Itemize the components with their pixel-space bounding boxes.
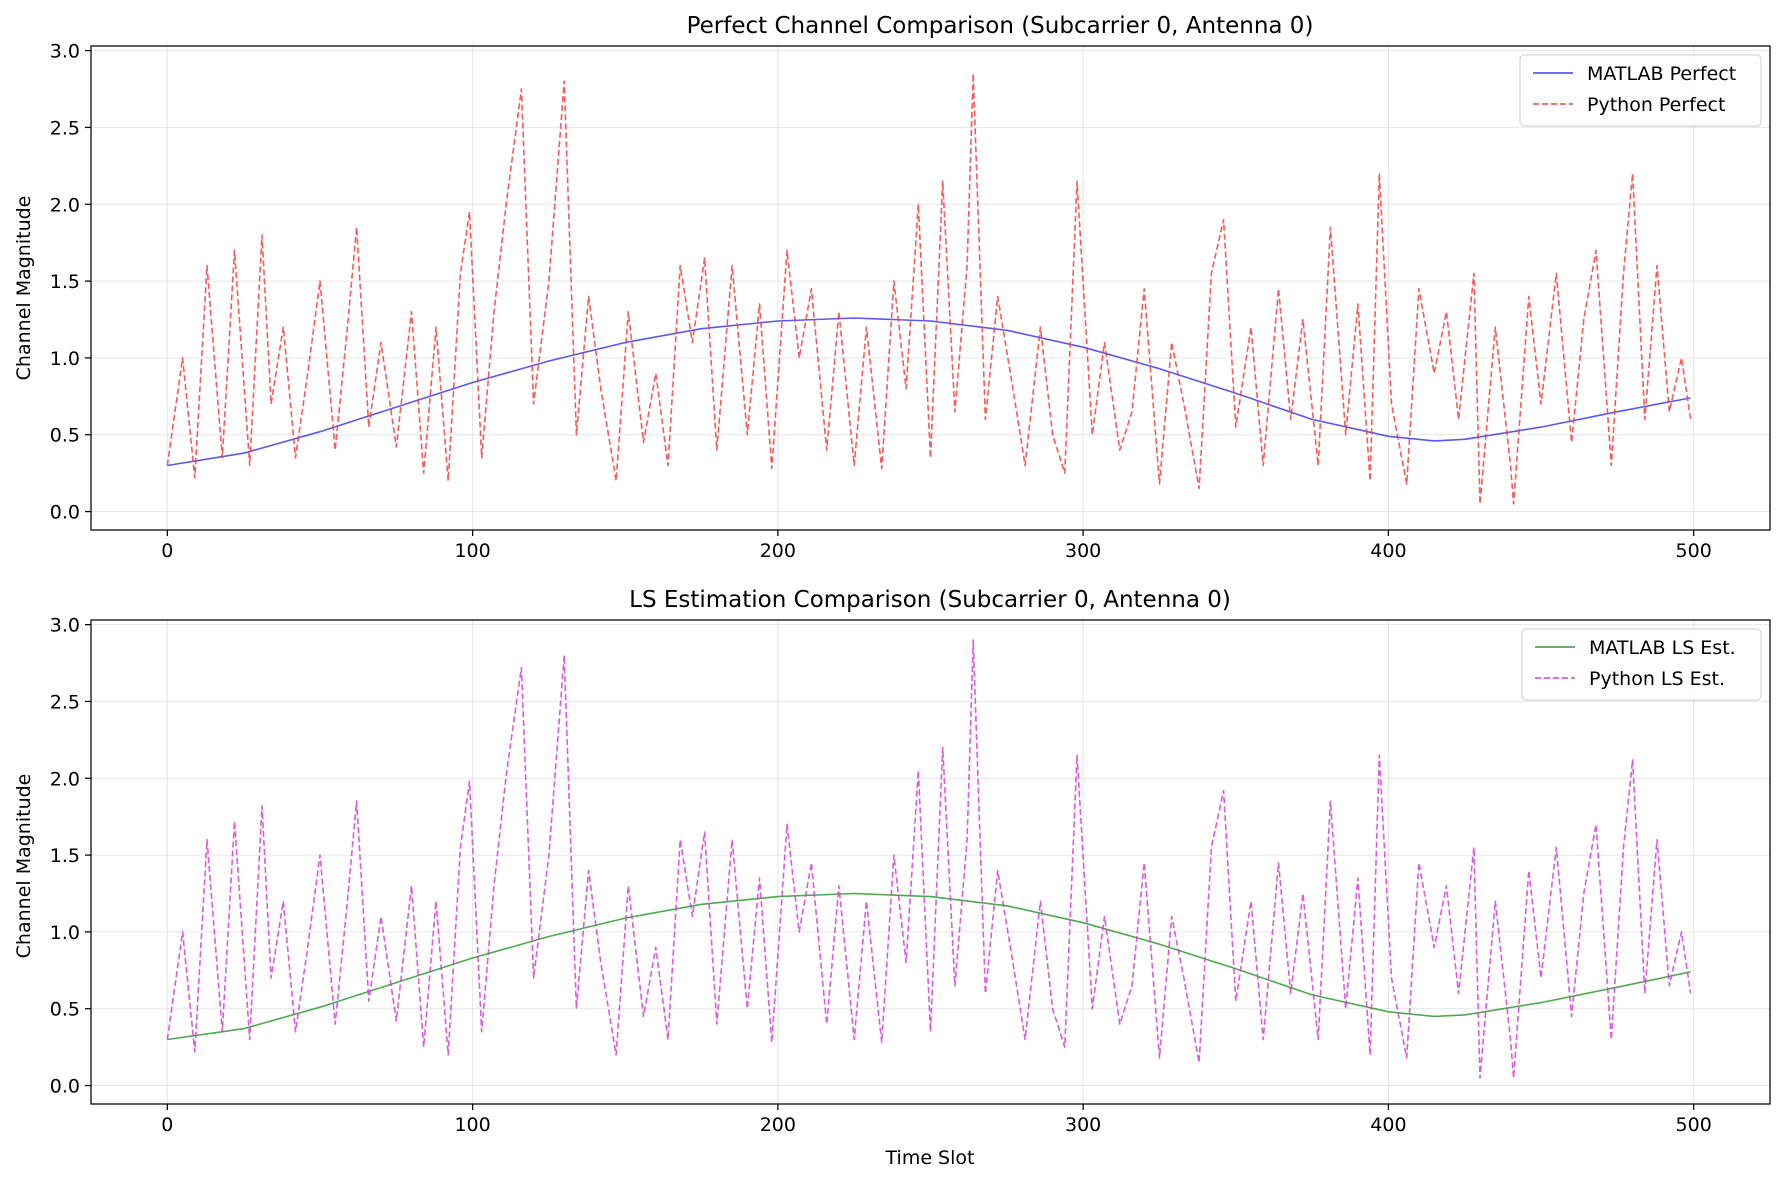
y-tick-label: 0.0 bbox=[50, 1076, 80, 1098]
series-line-matlab-perfect bbox=[167, 317, 1691, 467]
y-tick-label: 3.0 bbox=[50, 41, 80, 63]
x-tick-label: 400 bbox=[1370, 1114, 1406, 1136]
subplot-perfect-channel: Perfect Channel Comparison (Subcarrier 0… bbox=[13, 13, 1771, 562]
x-tick-label: 500 bbox=[1676, 1114, 1712, 1136]
y-tick-label: 1.0 bbox=[50, 348, 80, 370]
x-tick-label: 200 bbox=[760, 1114, 796, 1136]
y-tick-label: 2.5 bbox=[50, 117, 80, 139]
y-tick-label: 0.5 bbox=[50, 999, 80, 1021]
axes-frame bbox=[90, 619, 1771, 1105]
x-tick-label: 0 bbox=[161, 1114, 173, 1136]
legend-label-matlab-ls: MATLAB LS Est. bbox=[1589, 637, 1736, 659]
x-tick-label: 200 bbox=[760, 540, 796, 562]
y-tick-label: 3.0 bbox=[50, 615, 80, 637]
y-tick-label: 2.0 bbox=[50, 768, 80, 790]
series-line-python-ls-est bbox=[166, 639, 1692, 1079]
x-axis-label: Time Slot bbox=[885, 1147, 975, 1169]
x-tick-label: 500 bbox=[1676, 540, 1712, 562]
axes-frame bbox=[90, 45, 1771, 531]
chart-title: LS Estimation Comparison (Subcarrier 0, … bbox=[629, 587, 1231, 613]
x-tick-label: 300 bbox=[1065, 1114, 1101, 1136]
series-line-python-perfect bbox=[166, 72, 1692, 505]
y-axis-label: Channel Magnitude bbox=[13, 774, 35, 959]
y-tick-label: 0.0 bbox=[50, 502, 80, 524]
series-line-matlab-ls-est bbox=[167, 892, 1691, 1041]
legend: MATLAB LS Est. Python LS Est. bbox=[1521, 628, 1762, 701]
legend-label-matlab-perfect: MATLAB Perfect bbox=[1587, 63, 1736, 85]
plot-area bbox=[91, 620, 1770, 1104]
y-axis-label: Channel Magnitude bbox=[13, 196, 35, 381]
y-tick-label: 2.0 bbox=[50, 194, 80, 216]
x-tick-label: 0 bbox=[161, 540, 173, 562]
y-tick-label: 2.5 bbox=[50, 691, 80, 713]
legend: MATLAB Perfect Python Perfect bbox=[1519, 54, 1762, 127]
plot-area bbox=[91, 46, 1770, 530]
legend-label-python-perfect: Python Perfect bbox=[1587, 94, 1725, 116]
chart-title: Perfect Channel Comparison (Subcarrier 0… bbox=[687, 13, 1314, 39]
legend-label-python-ls: Python LS Est. bbox=[1589, 668, 1725, 690]
legend-box bbox=[1521, 628, 1762, 701]
x-tick-label: 100 bbox=[454, 1114, 490, 1136]
y-tick-label: 1.5 bbox=[50, 845, 80, 867]
subplot-ls-estimation: LS Estimation Comparison (Subcarrier 0, … bbox=[13, 587, 1771, 1169]
x-tick-label: 100 bbox=[454, 540, 490, 562]
x-tick-label: 400 bbox=[1370, 540, 1406, 562]
y-tick-label: 0.5 bbox=[50, 425, 80, 447]
x-tick-label: 300 bbox=[1065, 540, 1101, 562]
y-tick-label: 1.5 bbox=[50, 271, 80, 293]
legend-box bbox=[1519, 54, 1762, 127]
y-tick-label: 1.0 bbox=[50, 922, 80, 944]
